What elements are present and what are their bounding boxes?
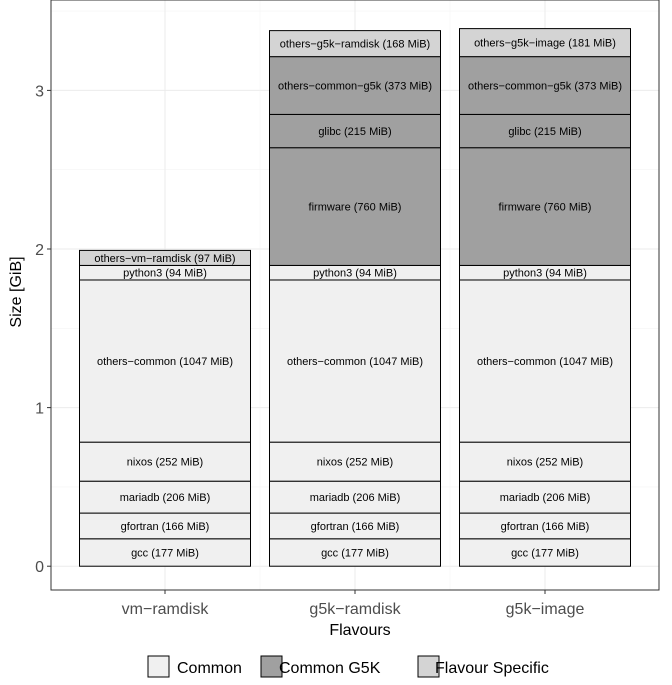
data-label: glibc (215 MiB) bbox=[318, 126, 391, 138]
x-axis-title: Flavours bbox=[329, 622, 390, 639]
data-label: gfortran (166 MiB) bbox=[311, 521, 400, 533]
bar-segment-glibc bbox=[459, 113, 631, 149]
bar-segment-others-vm-ramdisk bbox=[79, 249, 251, 266]
bar-segment-mariadb bbox=[459, 480, 631, 514]
data-label: gfortran (166 MiB) bbox=[501, 521, 590, 533]
bar-segment-others-g5k-image bbox=[459, 28, 631, 58]
data-label: others−common−g5k (373 MiB) bbox=[278, 81, 432, 93]
bar-segment-mariadb bbox=[269, 480, 441, 514]
y-tick-label: 1 bbox=[35, 401, 44, 418]
data-label: others−g5k−ramdisk (168 MiB) bbox=[280, 39, 430, 51]
bar-segment-others-g5k-ramdisk bbox=[269, 30, 441, 58]
bar-segment-nixos bbox=[79, 441, 251, 482]
data-label: mariadb (206 MiB) bbox=[310, 492, 400, 504]
data-label: gcc (177 MiB) bbox=[511, 548, 579, 560]
legend-label-common-g5k: Common G5K bbox=[279, 660, 381, 677]
data-label: python3 (94 MiB) bbox=[503, 268, 587, 280]
y-tick-label: 0 bbox=[35, 559, 44, 576]
legend-key-common bbox=[147, 655, 170, 678]
data-label: others−g5k−image (181 MiB) bbox=[474, 38, 616, 50]
bar-segment-gcc bbox=[79, 538, 251, 567]
data-label: gcc (177 MiB) bbox=[321, 548, 389, 560]
data-label: others−vm−ramdisk (97 MiB) bbox=[94, 253, 235, 265]
bar-segment-mariadb bbox=[79, 480, 251, 514]
axes: 0 1 2 3 vm−ramdisk g5k−ramdisk g5k−image bbox=[35, 83, 584, 618]
bar-segment-gfortran bbox=[79, 512, 251, 540]
bar-segment-nixos bbox=[459, 441, 631, 482]
y-tick-label: 2 bbox=[35, 242, 44, 259]
bar-segment-firmware bbox=[459, 147, 631, 266]
data-label: python3 (94 MiB) bbox=[313, 268, 397, 280]
y-tick-label: 3 bbox=[35, 83, 44, 100]
data-label: gfortran (166 MiB) bbox=[121, 521, 210, 533]
bar-segment-firmware bbox=[269, 147, 441, 266]
segment-labels: gcc (177 MiB) gfortran (166 MiB) mariadb (… bbox=[94, 38, 622, 560]
legend-key-common-g5k bbox=[260, 655, 283, 678]
bar-segment-others-common bbox=[459, 279, 631, 443]
data-label: firmware (760 MiB) bbox=[309, 202, 402, 214]
bar-segment-gcc bbox=[459, 538, 631, 567]
x-tick-label: g5k−ramdisk bbox=[309, 601, 401, 618]
data-label: others−common (1047 MiB) bbox=[97, 356, 233, 368]
bar-segment-gfortran bbox=[269, 512, 441, 540]
bar-segment-nixos bbox=[269, 441, 441, 482]
x-tick-label: g5k−image bbox=[506, 601, 585, 618]
bar-segment-others-common bbox=[269, 279, 441, 443]
data-label: firmware (760 MiB) bbox=[499, 202, 592, 214]
data-label: glibc (215 MiB) bbox=[508, 126, 581, 138]
legend-label-common: Common bbox=[177, 660, 242, 677]
bar-segment-others-common bbox=[79, 279, 251, 443]
y-axis-title: Size [GiB] bbox=[8, 256, 25, 327]
data-label: others−common (1047 MiB) bbox=[477, 356, 613, 368]
bar-segment-gfortran bbox=[459, 512, 631, 540]
bar-segments bbox=[79, 28, 631, 567]
legend: Common Common G5K Flavour Specific bbox=[147, 655, 549, 678]
data-label: mariadb (206 MiB) bbox=[500, 492, 590, 504]
legend-key-flavour-specific bbox=[417, 655, 440, 678]
data-label: mariadb (206 MiB) bbox=[120, 492, 210, 504]
data-label: others−common−g5k (373 MiB) bbox=[468, 81, 622, 93]
bar-segment-others-common-g5k bbox=[269, 56, 441, 115]
data-label: nixos (252 MiB) bbox=[317, 457, 393, 469]
data-label: nixos (252 MiB) bbox=[127, 457, 203, 469]
bar-segment-others-common-g5k bbox=[459, 56, 631, 115]
legend-label-flavour-specific: Flavour Specific bbox=[435, 660, 549, 677]
data-label: python3 (94 MiB) bbox=[123, 268, 207, 280]
data-label: others−common (1047 MiB) bbox=[287, 356, 423, 368]
data-label: gcc (177 MiB) bbox=[131, 548, 199, 560]
data-label: nixos (252 MiB) bbox=[507, 457, 583, 469]
x-tick-label: vm−ramdisk bbox=[122, 601, 210, 618]
bar-segment-glibc bbox=[269, 113, 441, 149]
